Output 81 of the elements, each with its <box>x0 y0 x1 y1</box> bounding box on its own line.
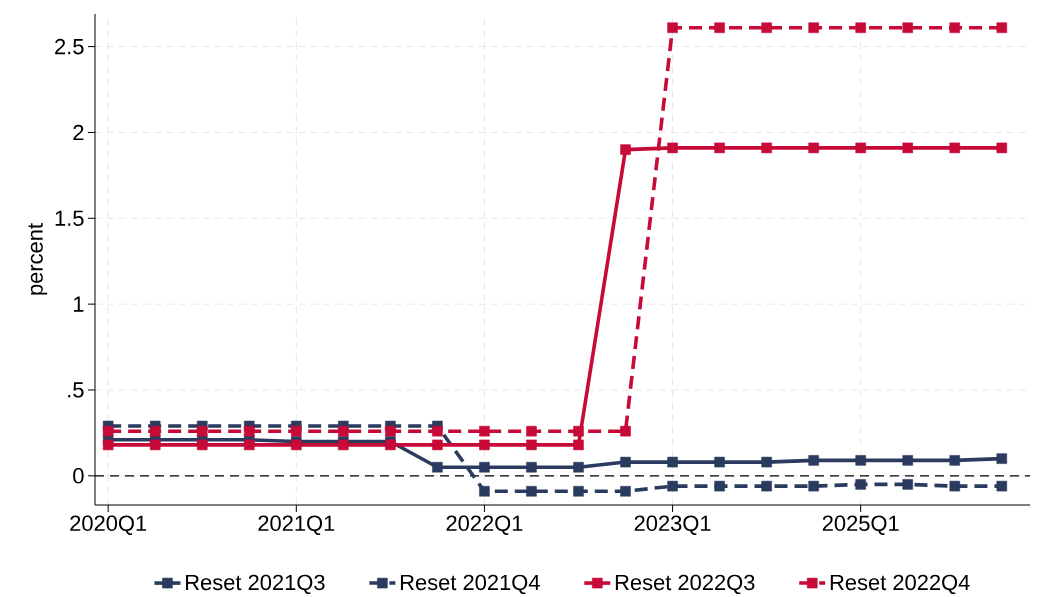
point <box>526 486 537 497</box>
point <box>996 453 1008 464</box>
y-tick-label: 1 <box>73 296 84 312</box>
point <box>902 142 913 154</box>
point <box>620 456 631 468</box>
point <box>573 461 584 473</box>
point <box>479 461 490 473</box>
point <box>855 142 866 154</box>
point <box>714 456 725 468</box>
point <box>949 142 961 154</box>
point <box>761 22 772 33</box>
point <box>291 439 302 451</box>
point <box>996 480 1008 492</box>
point <box>949 22 961 33</box>
point <box>526 439 537 451</box>
point <box>996 142 1008 154</box>
point <box>385 439 396 451</box>
point <box>902 455 913 466</box>
point <box>526 425 537 437</box>
point <box>196 425 208 437</box>
x-tick-label: 2021Q1 <box>258 515 335 535</box>
y-tick-label: 1.5 <box>55 210 84 226</box>
y-tick-label: 0 <box>73 468 84 484</box>
point <box>855 479 866 490</box>
point <box>949 455 961 466</box>
point <box>761 456 772 468</box>
point <box>385 425 396 437</box>
point <box>244 439 255 451</box>
x-tick-label: 2020Q1 <box>70 515 147 535</box>
y-axis-title: percent <box>28 223 48 295</box>
legend-label: Reset 2021Q3 <box>186 574 325 595</box>
y-tick-label: 2.5 <box>55 38 84 55</box>
point <box>667 22 678 33</box>
point <box>102 425 114 437</box>
point <box>432 461 443 473</box>
point <box>714 22 725 33</box>
x-tick-label: 2022Q1 <box>446 515 523 535</box>
point <box>573 486 584 497</box>
point <box>667 142 678 154</box>
x-tick-label: 2025Q1 <box>822 515 899 535</box>
point <box>620 486 631 497</box>
point <box>620 144 631 155</box>
point <box>573 425 584 437</box>
point <box>196 439 208 451</box>
point <box>808 142 819 154</box>
point <box>526 461 537 473</box>
legend-label: Reset 2022Q3 <box>615 574 755 595</box>
point <box>338 425 349 437</box>
point <box>714 142 725 154</box>
y-tick-label: 2 <box>73 124 84 141</box>
point <box>855 455 866 466</box>
point <box>855 22 866 33</box>
point <box>244 425 255 437</box>
point <box>149 439 161 451</box>
point <box>996 22 1008 33</box>
point <box>714 480 725 492</box>
point <box>761 480 772 492</box>
legend-label: Reset 2022Q4 <box>830 574 970 595</box>
point <box>761 142 772 154</box>
point <box>479 439 490 451</box>
point <box>432 439 443 451</box>
point <box>808 480 819 492</box>
point <box>620 425 631 437</box>
point <box>573 439 584 451</box>
point <box>808 455 819 466</box>
legend-label: Reset 2021Q4 <box>400 574 540 595</box>
point <box>432 425 443 437</box>
point <box>667 456 678 468</box>
point <box>149 425 161 437</box>
point <box>808 22 819 33</box>
point <box>949 480 961 492</box>
y-tick-label: .5 <box>68 382 84 398</box>
point <box>902 22 913 33</box>
point <box>338 439 349 451</box>
point <box>102 439 114 451</box>
point <box>667 480 678 492</box>
x-tick-label: 2023Q1 <box>634 515 711 535</box>
point <box>291 425 302 437</box>
point <box>479 425 490 437</box>
point <box>479 486 490 497</box>
point <box>902 479 913 490</box>
